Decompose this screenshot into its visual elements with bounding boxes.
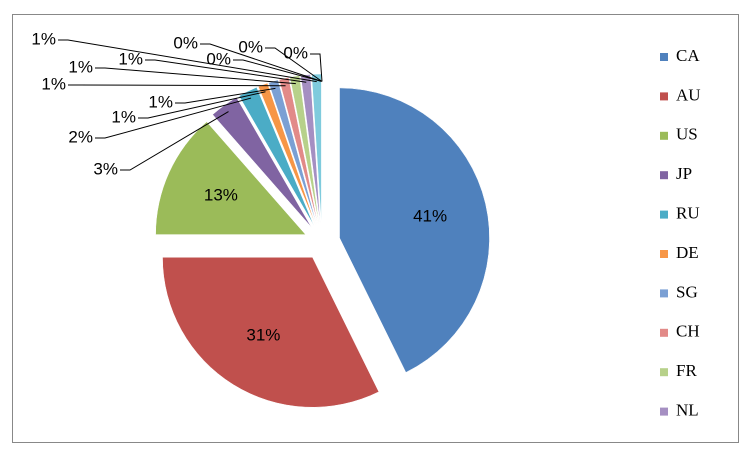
leader-line (200, 43, 323, 82)
legend-swatch (660, 210, 668, 219)
legend-label: JP (676, 164, 692, 183)
legend-label: NL (676, 401, 699, 420)
leader-line (120, 111, 229, 171)
data-label: 1% (148, 92, 173, 111)
legend-swatch (660, 289, 668, 298)
legend-swatch (660, 131, 668, 140)
data-label: 3% (93, 159, 118, 178)
pie-slice (268, 79, 318, 225)
data-label: 31% (246, 326, 280, 345)
data-label: 0% (206, 49, 231, 68)
legend-swatch (660, 53, 668, 61)
leader-line (265, 47, 323, 82)
legend-label: CA (676, 46, 700, 65)
legend-label: DE (676, 243, 699, 262)
data-label: 1% (41, 74, 66, 93)
data-label: 2% (68, 127, 93, 146)
data-label: 0% (238, 37, 263, 56)
legend-swatch (660, 407, 668, 416)
leader-line (175, 87, 276, 104)
data-label: 0% (283, 43, 308, 62)
data-label: 1% (31, 29, 56, 48)
legend-label: RU (676, 204, 700, 223)
legend-swatch (660, 328, 668, 337)
data-label: 1% (118, 49, 143, 68)
legend-swatch (660, 171, 668, 180)
pie-slice (238, 86, 315, 226)
leader-line (95, 67, 296, 85)
pie-slice (155, 121, 307, 235)
data-label: 1% (111, 107, 136, 126)
legend-swatch (660, 250, 668, 258)
legend-label: SG (676, 282, 698, 301)
legend-label: US (676, 125, 698, 144)
legend-swatch (660, 368, 668, 377)
data-label: 13% (204, 186, 238, 205)
leader-line (58, 39, 317, 83)
pie-slice (339, 87, 490, 373)
legend-label: CH (676, 322, 700, 341)
leader-line (145, 59, 307, 83)
leader-line (95, 97, 252, 139)
legend-label: FR (676, 361, 697, 380)
pie-slice (162, 257, 380, 408)
leader-line (233, 59, 323, 82)
legend-swatch (660, 92, 668, 101)
leader-line (310, 53, 323, 82)
data-label: 0% (173, 33, 198, 52)
pie-slice (257, 82, 316, 226)
leader-line (138, 91, 266, 119)
data-label: 1% (68, 57, 93, 76)
legend-label: AU (676, 85, 701, 104)
data-label: 41% (413, 206, 447, 225)
leader-line (68, 84, 286, 87)
